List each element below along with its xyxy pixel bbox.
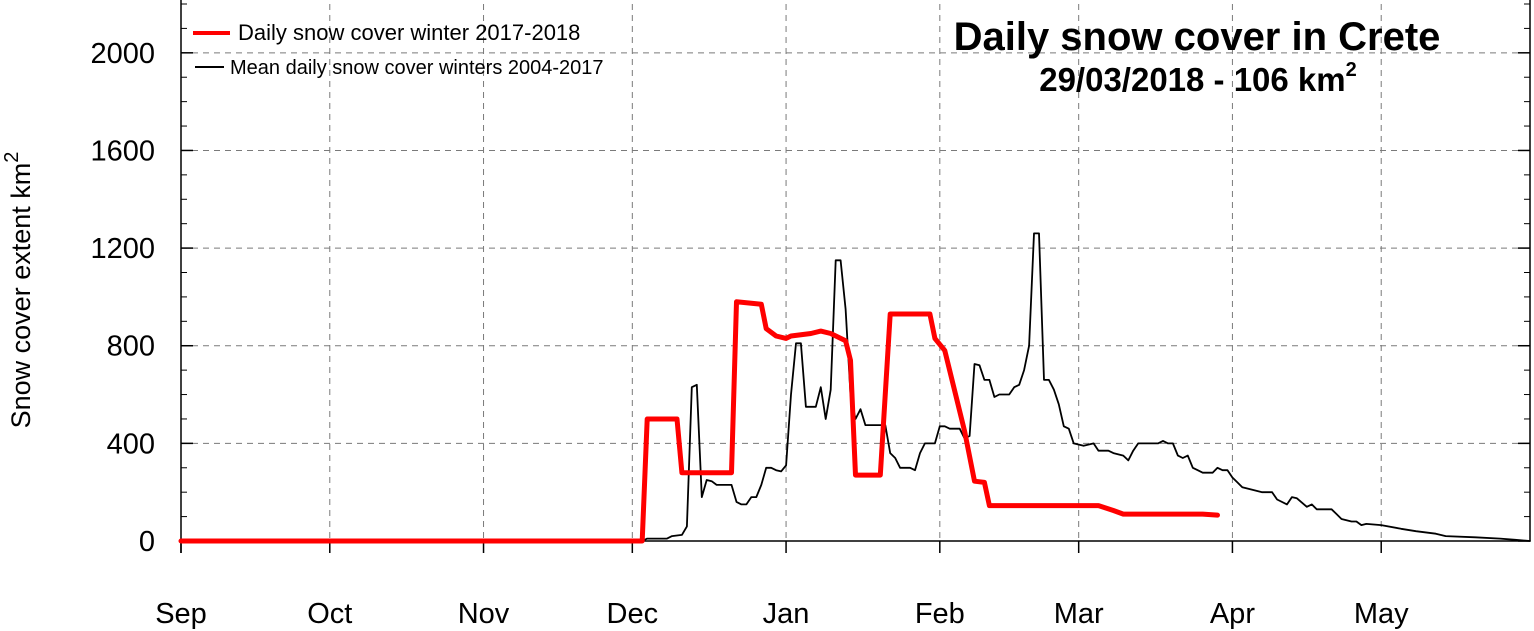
- x-tick-label: Sep: [155, 598, 207, 630]
- x-tick-label: Apr: [1210, 598, 1255, 630]
- x-tick-label: Jan: [763, 598, 810, 630]
- chart-title: Daily snow cover in Crete: [954, 15, 1441, 59]
- x-tick-label: Nov: [458, 598, 510, 630]
- y-tick-label: 800: [107, 331, 155, 363]
- grid: [181, 4, 1530, 541]
- chart-subtitle: 29/03/2018 - 106 km2: [1039, 59, 1357, 98]
- x-tick-label: Feb: [915, 598, 965, 630]
- y-tick-label: 1600: [90, 135, 155, 167]
- axes: 0 400 800 1200 1600 2000 Sep Oct Nov Dec Jan Feb Mar…: [90, 0, 1531, 630]
- y-tick-label: 0: [139, 526, 155, 558]
- legend-label-black: Mean daily snow cover winters 2004-2017: [230, 57, 604, 79]
- x-tick-label: Dec: [607, 598, 659, 630]
- series-lines: [178, 232, 1531, 544]
- legend-label-red: Daily snow cover winter 2017-2018: [238, 20, 580, 45]
- series-line-2017-2018: [178, 299, 1220, 544]
- y-tick-label: 1200: [90, 233, 155, 265]
- legend: Daily snow cover winter 2017-2018 Mean d…: [193, 20, 604, 79]
- subtitle-superscript: 2: [1346, 59, 1357, 81]
- series-line-mean-2004-2017: [180, 232, 1531, 542]
- y-axis-title: Snow cover extent km2: [1, 152, 36, 429]
- x-tick-label: Oct: [307, 598, 352, 630]
- y-tick-label: 2000: [90, 38, 155, 70]
- y-axis-title-text: Snow cover extent km: [6, 163, 36, 429]
- subtitle-text: 29/03/2018 - 106 km: [1039, 61, 1345, 98]
- y-axis-title-superscript: 2: [1, 152, 23, 163]
- x-tick-label: May: [1354, 598, 1409, 630]
- x-tick-label: Mar: [1054, 598, 1104, 630]
- y-tick-label: 400: [107, 428, 155, 460]
